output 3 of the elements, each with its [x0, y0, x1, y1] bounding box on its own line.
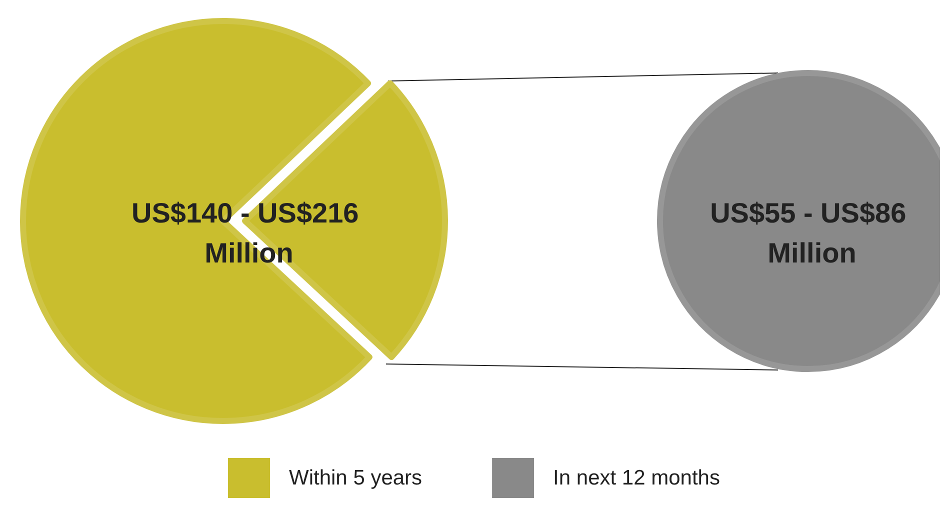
text: US$55 - US$86 Million	[710, 198, 914, 268]
legend-label: Within 5 years	[289, 466, 422, 490]
legend-label: In next 12 months	[553, 466, 720, 490]
